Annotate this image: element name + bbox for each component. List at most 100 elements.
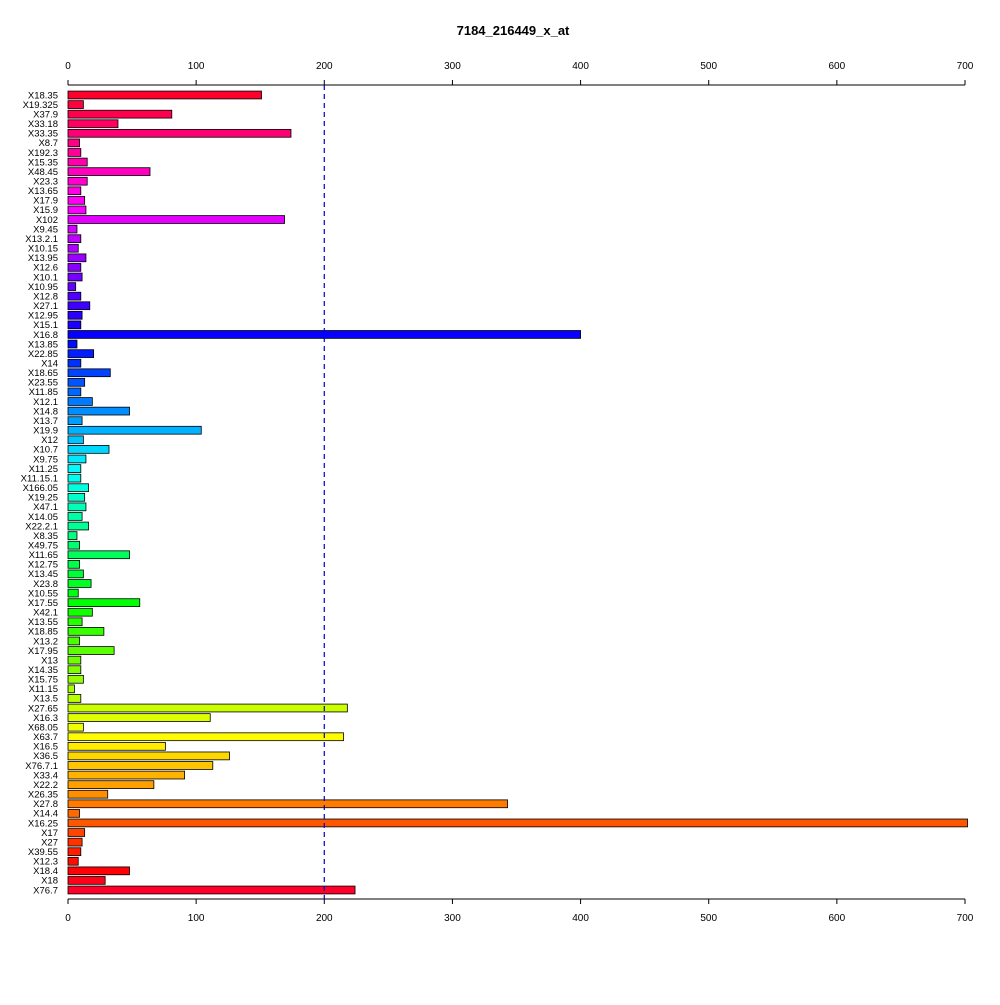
category-label: X23.3 bbox=[33, 177, 58, 188]
bar-X13.95 bbox=[67, 253, 87, 263]
category-label: X14 bbox=[41, 358, 58, 369]
bar-X192.3 bbox=[67, 148, 82, 157]
category-label: X17 bbox=[41, 828, 58, 839]
category-label: X8.7 bbox=[38, 138, 58, 149]
category-label: X102 bbox=[36, 215, 58, 226]
category-label: X11.65 bbox=[29, 550, 58, 561]
category-label: X36.5 bbox=[33, 751, 58, 762]
bar-X63.7 bbox=[67, 732, 344, 742]
bar-X18.65 bbox=[67, 368, 111, 378]
bar-X10.95 bbox=[67, 282, 77, 291]
tick-label: 300 bbox=[444, 913, 461, 924]
bar-X22.85 bbox=[67, 349, 95, 358]
bar-X12 bbox=[67, 435, 84, 445]
category-label: X15.35 bbox=[28, 157, 58, 168]
bar-X18.85 bbox=[67, 627, 105, 636]
bar-X23.55 bbox=[67, 378, 86, 387]
bar-X11.65 bbox=[67, 550, 130, 560]
category-label: X15.75 bbox=[28, 675, 58, 686]
category-label: X16.25 bbox=[28, 818, 58, 829]
bar-X12.1 bbox=[67, 397, 93, 406]
bar-X48.45 bbox=[67, 167, 151, 176]
category-label: X16.3 bbox=[33, 713, 58, 724]
bar-X13.2 bbox=[67, 636, 80, 646]
category-label: X13.7 bbox=[33, 416, 58, 427]
bar-X19.9 bbox=[67, 425, 202, 435]
category-label: X12.6 bbox=[33, 263, 58, 274]
tick-label: 100 bbox=[188, 61, 205, 72]
bar-X17.95 bbox=[67, 646, 115, 655]
bar-X13.65 bbox=[67, 186, 82, 196]
bar-X27.65 bbox=[67, 703, 348, 713]
bar-X14.35 bbox=[67, 665, 82, 675]
category-label: X15.1 bbox=[33, 320, 58, 331]
category-label: X19.25 bbox=[28, 493, 58, 504]
tick-label: 0 bbox=[65, 913, 71, 924]
category-label: X18.85 bbox=[28, 627, 58, 638]
category-label: X27.1 bbox=[33, 301, 58, 312]
category-label: X17.9 bbox=[33, 196, 58, 207]
bar-X76.7.1 bbox=[67, 761, 214, 770]
bar-X15.75 bbox=[67, 674, 84, 684]
bar-X12.8 bbox=[67, 291, 82, 301]
bar-X12.75 bbox=[67, 560, 80, 569]
category-label: X10.55 bbox=[28, 588, 58, 599]
bar-X15.35 bbox=[67, 157, 88, 167]
bar-X33.35 bbox=[67, 128, 292, 138]
category-label: X13.5 bbox=[33, 694, 58, 705]
category-label: X12 bbox=[41, 435, 58, 446]
tick-label: 200 bbox=[316, 913, 333, 924]
category-label: X49.75 bbox=[28, 540, 58, 551]
tick-label: 500 bbox=[700, 913, 717, 924]
category-label: X37.9 bbox=[33, 109, 58, 120]
category-label: X14.05 bbox=[28, 512, 58, 523]
category-label: X48.45 bbox=[28, 167, 58, 178]
bar-X11.25 bbox=[67, 464, 82, 473]
bar-X14 bbox=[67, 358, 82, 368]
category-label: X16.8 bbox=[33, 330, 58, 341]
category-label: X15.9 bbox=[33, 205, 58, 216]
bar-X23.8 bbox=[67, 579, 92, 588]
bar-X18.4 bbox=[67, 866, 130, 876]
bar-X37.9 bbox=[67, 109, 173, 119]
bar-X15.1 bbox=[67, 320, 82, 330]
category-label: X42.1 bbox=[33, 608, 58, 619]
bar-X27.1 bbox=[67, 301, 91, 311]
category-label: X22.85 bbox=[28, 349, 58, 360]
tick-label: 0 bbox=[65, 61, 71, 72]
category-label: X27 bbox=[41, 837, 58, 848]
bar-X18 bbox=[67, 876, 106, 885]
bar-X12.6 bbox=[67, 263, 82, 272]
category-label: X11.15 bbox=[29, 684, 58, 695]
tick-label: 600 bbox=[829, 61, 846, 72]
category-label: X11.85 bbox=[29, 387, 58, 398]
category-label: X27.65 bbox=[28, 703, 58, 714]
tick-label: 200 bbox=[316, 61, 333, 72]
category-label: X47.1 bbox=[33, 502, 58, 513]
bar-X17.9 bbox=[67, 196, 86, 205]
bar-X10.55 bbox=[67, 588, 79, 598]
tick-label: 400 bbox=[572, 913, 589, 924]
bars-layer bbox=[67, 90, 968, 895]
bar-X16.25 bbox=[67, 818, 968, 828]
category-label: X27.8 bbox=[33, 799, 58, 810]
bar-X12.3 bbox=[67, 856, 79, 866]
category-label: X14.35 bbox=[28, 665, 58, 676]
category-label: X10.1 bbox=[33, 272, 58, 283]
bar-X13.7 bbox=[67, 416, 83, 425]
bar-X33.4 bbox=[67, 770, 186, 780]
bar-X14.8 bbox=[67, 406, 130, 416]
category-label: X22.2.1 bbox=[25, 521, 58, 532]
category-label: X11.25 bbox=[29, 464, 58, 475]
category-label: X18 bbox=[41, 876, 58, 887]
bar-X11.15.1 bbox=[67, 473, 82, 483]
bar-X12.95 bbox=[67, 310, 83, 320]
bar-X18.35 bbox=[67, 90, 262, 100]
bar-X27.8 bbox=[67, 799, 508, 809]
category-label: X18.35 bbox=[28, 90, 58, 101]
category-label: X13.2 bbox=[33, 636, 58, 647]
category-label: X13.95 bbox=[28, 253, 58, 264]
bar-X13 bbox=[67, 655, 82, 665]
top-x-axis: 0 100 200 300 400 500 600 700 bbox=[65, 61, 974, 86]
